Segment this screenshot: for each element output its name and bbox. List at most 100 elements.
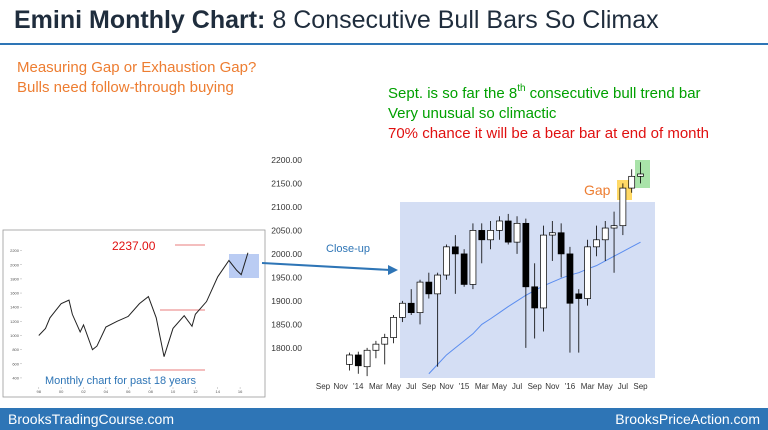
x-tick-label: Nov (545, 382, 559, 391)
candle-body (504, 220, 512, 243)
footer-left: BrooksTradingCourse.com (8, 411, 174, 427)
note-text: consecutive bull trend bar (530, 85, 701, 102)
candle-body (593, 239, 600, 248)
y-tick-label: 1800 (10, 276, 20, 281)
candle-body (531, 286, 539, 309)
y-tick-label: 2000.00 (271, 249, 302, 259)
candle-body (434, 274, 442, 295)
candle-body (601, 227, 609, 241)
x-tick-label: May (386, 382, 401, 391)
candle-body (399, 302, 406, 318)
candle-body (522, 222, 530, 288)
candle-body (425, 281, 433, 295)
candle-body (496, 220, 503, 231)
candle-body (451, 246, 459, 255)
title: Emini Monthly Chart: 8 Consecutive Bull B… (14, 6, 659, 34)
candle-body (610, 225, 618, 229)
note-sup: th (517, 83, 525, 94)
note-left: Bulls need follow-through buying (17, 79, 234, 96)
y-tick-label: 2200.00 (271, 155, 302, 165)
title-bold: Emini Monthly Chart: (14, 6, 265, 34)
y-tick-label: 1850.00 (271, 319, 302, 329)
candle-body (390, 317, 397, 338)
x-tick-label: 14 (216, 389, 221, 394)
y-tick-label: 1900.00 (271, 296, 302, 306)
x-tick-label: Sep (316, 382, 331, 391)
candle-body (416, 281, 424, 314)
candle-body (557, 232, 565, 255)
annotation: 2237.00 (112, 239, 156, 253)
annotation: Gap (584, 182, 611, 198)
x-tick-label: 16 (238, 389, 243, 394)
x-tick-label: Sep (528, 382, 543, 391)
x-tick-label: 06 (126, 389, 131, 394)
candle-body (540, 234, 547, 309)
x-tick-label: 10 (171, 389, 176, 394)
candle-body (575, 293, 583, 299)
x-tick-label: Mar (475, 382, 489, 391)
x-tick-label: May (492, 382, 507, 391)
y-tick-label: 400 (12, 375, 19, 380)
x-tick-label: 04 (104, 389, 109, 394)
candle-body (478, 230, 486, 241)
candle-body (381, 337, 389, 345)
x-tick-label: 08 (148, 389, 153, 394)
note-left: Measuring Gap or Exhaustion Gap? (17, 59, 256, 76)
x-tick-label: 98 (37, 389, 42, 394)
candle-body (619, 187, 627, 227)
candle-body (628, 175, 636, 189)
y-tick-label: 2100.00 (271, 202, 302, 212)
note-right: Sept. is so far the 8th consecutive bull … (388, 83, 701, 102)
candle-body (363, 349, 371, 368)
x-tick-label: '14 (353, 382, 364, 391)
x-tick-label: 00 (59, 389, 64, 394)
x-tick-label: 12 (193, 389, 198, 394)
candle-body (469, 230, 477, 285)
note-right: Very unusual so climactic (388, 105, 557, 122)
note-right: 70% chance it will be a bear bar at end … (388, 125, 709, 142)
y-tick-label: 2150.00 (271, 178, 302, 188)
y-tick-label: 1400 (10, 305, 20, 310)
x-tick-label: '16 (565, 382, 576, 391)
candle-body (443, 246, 450, 276)
candle-body (407, 302, 415, 314)
title-rest: 8 Consecutive Bull Bars So Climax (272, 6, 659, 34)
candle-body (487, 230, 494, 241)
x-tick-label: Sep (633, 382, 648, 391)
annotation: Close-up (326, 243, 370, 255)
price-line (38, 252, 249, 357)
x-tick-label: Jul (406, 382, 416, 391)
x-tick-label: '15 (459, 382, 470, 391)
x-tick-label: Sep (422, 382, 437, 391)
note-text: Sept. is so far the 8 (388, 85, 517, 102)
y-tick-label: 1000 (10, 333, 20, 338)
x-tick-label: Nov (334, 382, 348, 391)
y-tick-label: 2200 (10, 248, 20, 253)
arrow-head (388, 265, 398, 275)
x-tick-label: May (598, 382, 613, 391)
footer-right: BrooksPriceAction.com (615, 411, 760, 427)
y-tick-label: 2050.00 (271, 225, 302, 235)
inset-frame (2, 229, 266, 398)
x-tick-label: Mar (369, 382, 383, 391)
x-tick-label: Mar (581, 382, 595, 391)
footer-bar (0, 408, 768, 430)
candle-body (548, 232, 556, 236)
y-tick-label: 600 (12, 361, 19, 366)
y-tick-label: 1950.00 (271, 272, 302, 282)
y-tick-label: 800 (12, 347, 19, 352)
y-tick-label: 1200 (10, 319, 20, 324)
y-tick-label: 2000 (10, 262, 20, 267)
x-tick-label: Jul (618, 382, 628, 391)
arrow (261, 262, 391, 271)
annotation: Monthly chart for past 18 years (45, 375, 197, 387)
candle-body (637, 173, 644, 177)
candle-body (354, 354, 362, 367)
y-tick-label: 1600 (10, 291, 20, 296)
candle-body (584, 246, 591, 299)
candle-body (513, 222, 521, 243)
x-tick-label: Nov (439, 382, 453, 391)
candle-body (566, 253, 574, 304)
candle-body (460, 253, 468, 285)
